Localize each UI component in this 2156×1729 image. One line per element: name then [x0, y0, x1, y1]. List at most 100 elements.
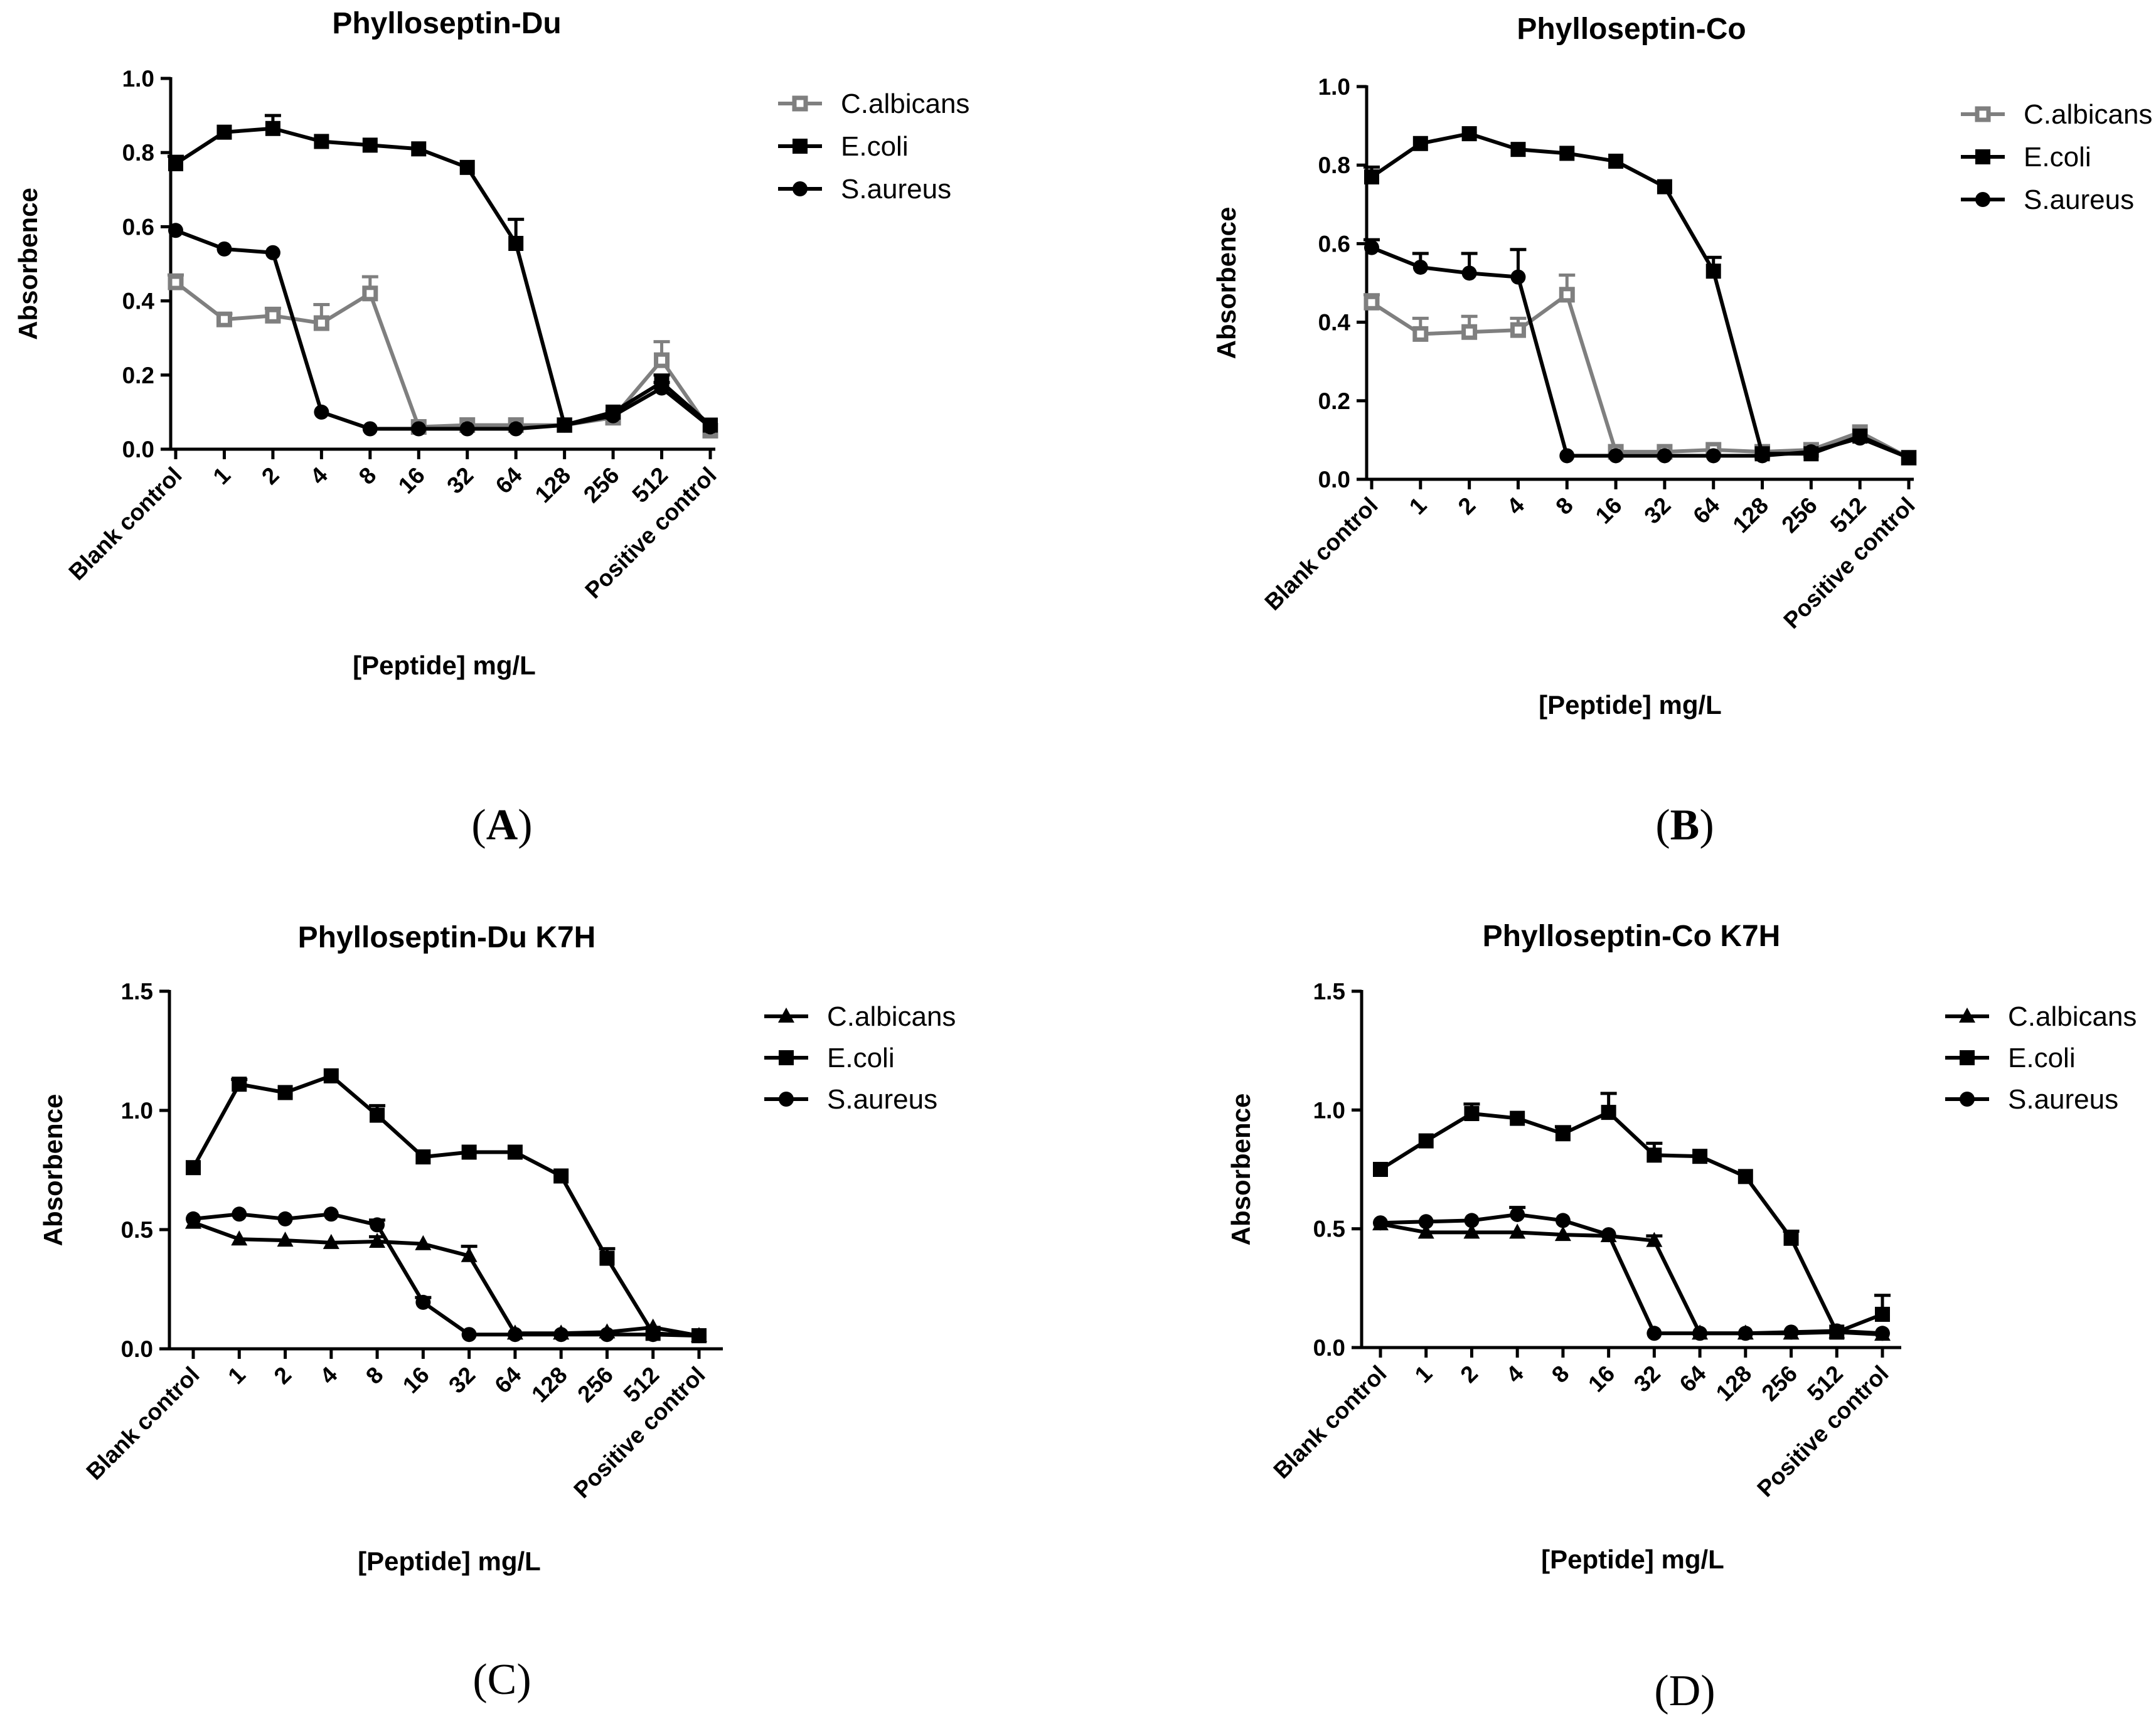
data-point: [231, 1230, 248, 1246]
data-point: [1657, 448, 1672, 464]
data-point: [411, 421, 427, 437]
data-point: [362, 421, 378, 437]
legend-label: E.coli: [2008, 1043, 2076, 1073]
data-point: [1461, 324, 1478, 340]
panel-label-c: (C): [472, 1656, 531, 1704]
data-point: [553, 1327, 569, 1343]
series-e-coli: [186, 1068, 707, 1344]
data-point: [168, 274, 184, 290]
chart-title: Phylloseptin-Du K7H: [298, 921, 596, 954]
legend-marker: [1975, 106, 1991, 122]
x-axis-label: [Peptide] mg/L: [1541, 1545, 1724, 1574]
data-point: [1829, 1323, 1845, 1339]
data-point: [277, 1085, 293, 1100]
y-axis-label: Absorbence: [1226, 1093, 1256, 1246]
x-tick-label: 16: [398, 1362, 434, 1398]
y-tick-label: 0.2: [122, 363, 154, 388]
data-point: [1555, 1213, 1571, 1228]
data-point: [645, 1327, 661, 1343]
series-line: [174, 280, 712, 432]
data-point: [362, 137, 378, 153]
data-point: [1364, 240, 1379, 255]
x-tick-label: 16: [1583, 1361, 1620, 1397]
data-point: [461, 1327, 477, 1343]
series-line: [1370, 132, 1910, 460]
data-point: [1608, 153, 1624, 169]
data-point: [1464, 1213, 1480, 1228]
data-point: [323, 1233, 339, 1249]
x-tick-label: Blank control: [1259, 492, 1382, 615]
data-point: [370, 1107, 385, 1123]
legend-label: E.coli: [2024, 142, 2091, 173]
x-axis-label: [Peptide] mg/L: [1539, 690, 1722, 720]
panel-label-a: (A): [471, 801, 532, 849]
series-s-aureus: [168, 223, 718, 437]
legend-marker: [792, 139, 808, 154]
series-line: [191, 1073, 700, 1338]
data-point: [1463, 1223, 1480, 1239]
data-point: [277, 1232, 294, 1247]
x-tick-label: 256: [572, 1362, 618, 1408]
x-tick-label: Blank control: [1268, 1361, 1391, 1484]
x-tick-label: 128: [1728, 492, 1774, 538]
data-point: [232, 1077, 247, 1092]
x-tick-label: 128: [526, 1362, 572, 1408]
data-point: [1692, 1326, 1708, 1341]
x-tick-label: Blank control: [81, 1362, 204, 1485]
data-point: [1601, 1105, 1616, 1120]
y-tick-label: 0.4: [1318, 310, 1351, 336]
data-point: [1559, 448, 1575, 464]
series-line: [1370, 245, 1910, 460]
data-point: [1803, 444, 1819, 460]
data-point: [508, 421, 524, 437]
series-c-albicans: [1364, 273, 1917, 466]
legend-marker: [1975, 149, 1990, 164]
y-tick-label: 0.0: [122, 437, 154, 462]
series-c-albicans: [168, 273, 718, 439]
data-point: [1461, 126, 1477, 142]
chart-panel-d: Phylloseptin-Co K7H 0.0 0.5 1.0 1.5 Blank con…: [1226, 920, 2137, 1574]
legend-label: S.aureus: [827, 1084, 937, 1115]
data-point: [1737, 1326, 1753, 1341]
data-point: [1875, 1326, 1890, 1341]
x-tick-label: 32: [1629, 1361, 1665, 1397]
x-tick-label: 2: [257, 462, 284, 490]
x-tick-label: 1: [1410, 1361, 1438, 1388]
x-tick-label: 8: [1550, 492, 1578, 520]
data-point: [415, 1235, 432, 1250]
y-tick-label: 0.6: [1318, 231, 1350, 257]
legend-label: C.albicans: [841, 88, 969, 119]
data-point: [1646, 1326, 1662, 1341]
legend-label: C.albicans: [2008, 1001, 2137, 1032]
x-axis-label: [Peptide] mg/L: [353, 651, 536, 680]
legend-label: C.albicans: [2024, 99, 2152, 130]
data-point: [1417, 1223, 1434, 1239]
data-point: [1559, 146, 1575, 161]
y-tick-label: 0.0: [1318, 467, 1350, 492]
data-point: [1509, 1223, 1526, 1239]
y-tick-label: 1.5: [1313, 979, 1345, 1004]
chart-panel-a: Phylloseptin-Du 0.0 0.2 0.4 0.6 0.8 1.0 Blank c…: [13, 7, 969, 680]
data-point: [1510, 1206, 1525, 1222]
data-point: [314, 134, 329, 149]
legend-marker: [1960, 1050, 1975, 1065]
series-e-coli: [1373, 1092, 1891, 1340]
y-tick-label: 0.5: [121, 1217, 153, 1243]
data-point: [362, 285, 378, 302]
series-e-coli: [168, 114, 718, 433]
chart-title: Phylloseptin-Du: [332, 7, 561, 40]
legend-marker: [1959, 1008, 1975, 1023]
data-point: [277, 1211, 293, 1226]
series-c-albicans: [1372, 1215, 1891, 1341]
data-point: [1705, 263, 1721, 279]
data-point: [1692, 1149, 1708, 1164]
x-tick-label: 4: [315, 1361, 343, 1389]
chart-panel-c: Phylloseptin-Du K7H 0.0 0.5 1.0 1.5 Blank con…: [38, 921, 956, 1576]
x-tick-label: 4: [1501, 1360, 1529, 1388]
series-s-aureus: [186, 1206, 707, 1344]
data-point: [507, 1144, 523, 1160]
data-point: [606, 408, 621, 423]
data-point: [1461, 265, 1477, 281]
x-tick-label: 16: [1591, 492, 1627, 529]
x-tick-label: 8: [354, 462, 382, 490]
